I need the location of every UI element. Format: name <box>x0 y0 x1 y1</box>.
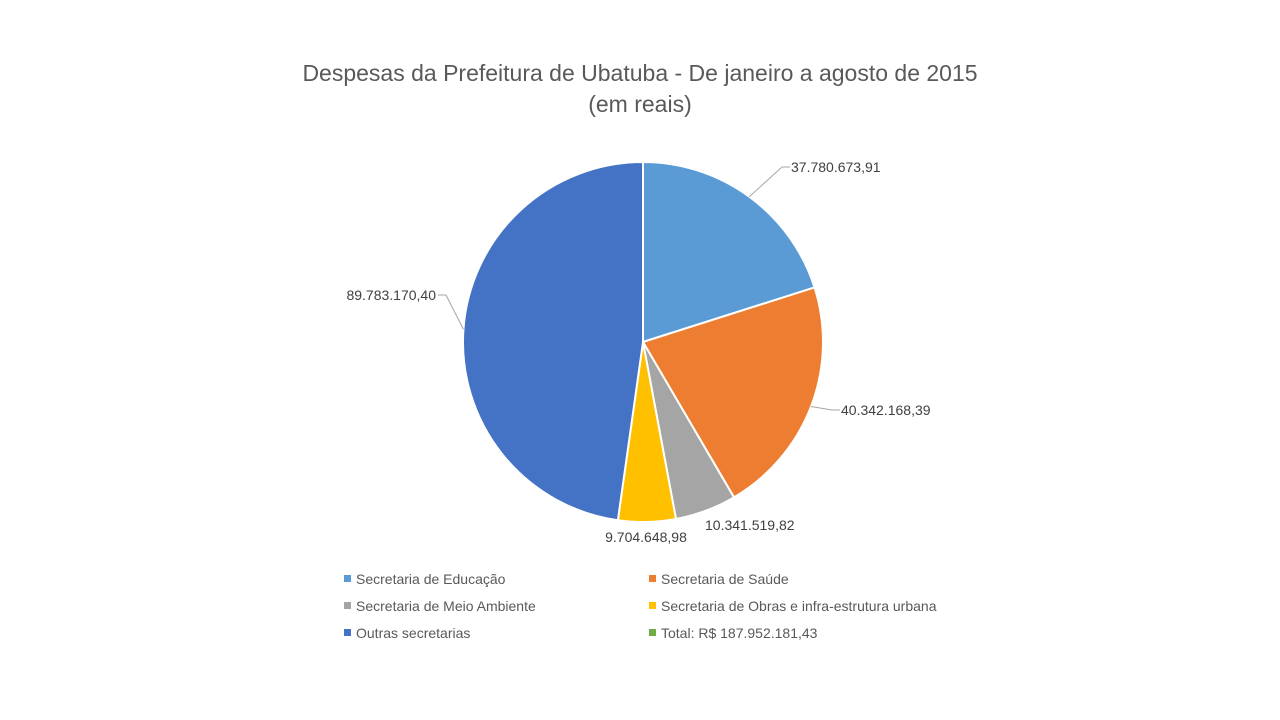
legend-swatch <box>344 629 351 636</box>
legend-item-total: Total: R$ 187.952.181,43 <box>649 623 984 642</box>
pie-slice <box>642 160 816 344</box>
legend-label: Secretaria de Meio Ambiente <box>356 597 536 614</box>
data-label: 40.342.168,39 <box>841 402 931 418</box>
data-label: 9.704.648,98 <box>605 529 687 545</box>
legend-label: Total: R$ 187.952.181,43 <box>661 624 818 641</box>
leader-line <box>810 406 840 411</box>
leader-line <box>748 166 790 198</box>
legend-swatch <box>344 575 351 582</box>
legend-swatch <box>649 575 656 582</box>
chart-title: Despesas da Prefeitura de Ubatuba - De j… <box>302 60 978 117</box>
legend-item-meio-ambiente: Secretaria de Meio Ambiente <box>344 596 649 615</box>
data-label: 10.341.519,82 <box>705 517 795 533</box>
chart-legend: Secretaria de Educação Secretaria de Saú… <box>344 569 984 642</box>
data-label: 37.780.673,91 <box>791 159 881 175</box>
legend-item-saude: Secretaria de Saúde <box>649 569 984 588</box>
pie-slice <box>641 286 824 499</box>
legend-swatch <box>649 629 656 636</box>
legend-item-outras: Outras secretarias <box>344 623 649 642</box>
legend-swatch <box>649 602 656 609</box>
leader-line <box>438 294 464 330</box>
legend-label: Secretaria de Educação <box>356 570 506 587</box>
legend-label: Secretaria de Saúde <box>661 570 789 587</box>
legend-item-obras: Secretaria de Obras e infra-estrutura ur… <box>649 596 984 615</box>
legend-label: Secretaria de Obras e infra-estrutura ur… <box>661 597 937 614</box>
legend-label: Outras secretarias <box>356 624 471 641</box>
data-label: 89.783.170,40 <box>346 287 436 303</box>
legend-swatch <box>344 602 351 609</box>
pie-slice <box>462 160 644 522</box>
legend-item-educacao: Secretaria de Educação <box>344 569 649 588</box>
